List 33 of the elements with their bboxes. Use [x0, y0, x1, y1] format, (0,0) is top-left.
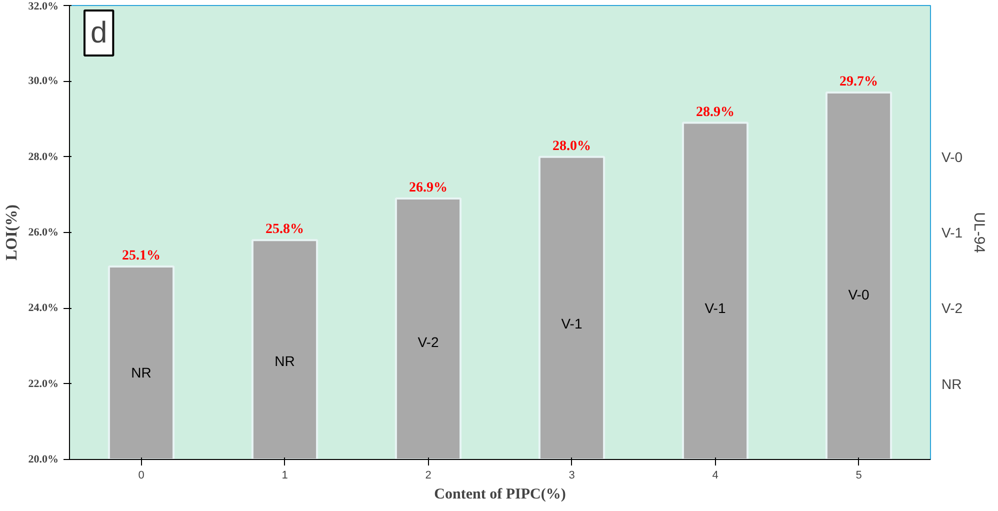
- x-tick-label: 1: [282, 470, 288, 482]
- annotation: NR: [274, 352, 295, 369]
- x-tick-label: 2: [425, 470, 432, 482]
- data-label: 25.1%: [122, 248, 160, 264]
- y-tick-label: 32.0%: [28, 0, 58, 12]
- text: NR: [942, 376, 962, 392]
- y2-axis-title: UL-94: [970, 212, 988, 253]
- x-tick-label: 5: [856, 470, 862, 482]
- annotation: V-0: [848, 286, 870, 302]
- x-tick-label: 4: [712, 470, 718, 482]
- annotation: d: [90, 16, 108, 50]
- data-label: 28.9%: [696, 104, 734, 120]
- y-tick-label: 30.0%: [28, 75, 58, 88]
- annotation: V-1: [704, 300, 726, 316]
- annotation: V-2: [418, 334, 439, 350]
- annotation: NR: [131, 364, 152, 381]
- text: V-1: [942, 224, 963, 240]
- y-axis-title: LOI(%): [3, 204, 20, 260]
- y-tick-label: 22.0%: [28, 378, 58, 390]
- data-label: 29.7%: [840, 74, 878, 90]
- text: V-0: [942, 148, 963, 165]
- y-tick-label: 28.0%: [28, 150, 58, 163]
- x-tick-label: 3: [568, 470, 575, 482]
- data-label: 26.9%: [409, 180, 448, 196]
- y-tick-label: 26.0%: [28, 226, 58, 238]
- text: V-2: [942, 300, 963, 316]
- x-tick-label: 0: [138, 470, 144, 482]
- y-tick-label: 20.0%: [28, 454, 58, 466]
- data-label: 28.0%: [552, 138, 591, 154]
- data-label: 25.8%: [266, 222, 304, 238]
- annotation: V-1: [561, 315, 582, 332]
- x-axis-title: Content of PIPC(%): [434, 486, 566, 502]
- y-tick-label: 24.0%: [28, 302, 58, 314]
